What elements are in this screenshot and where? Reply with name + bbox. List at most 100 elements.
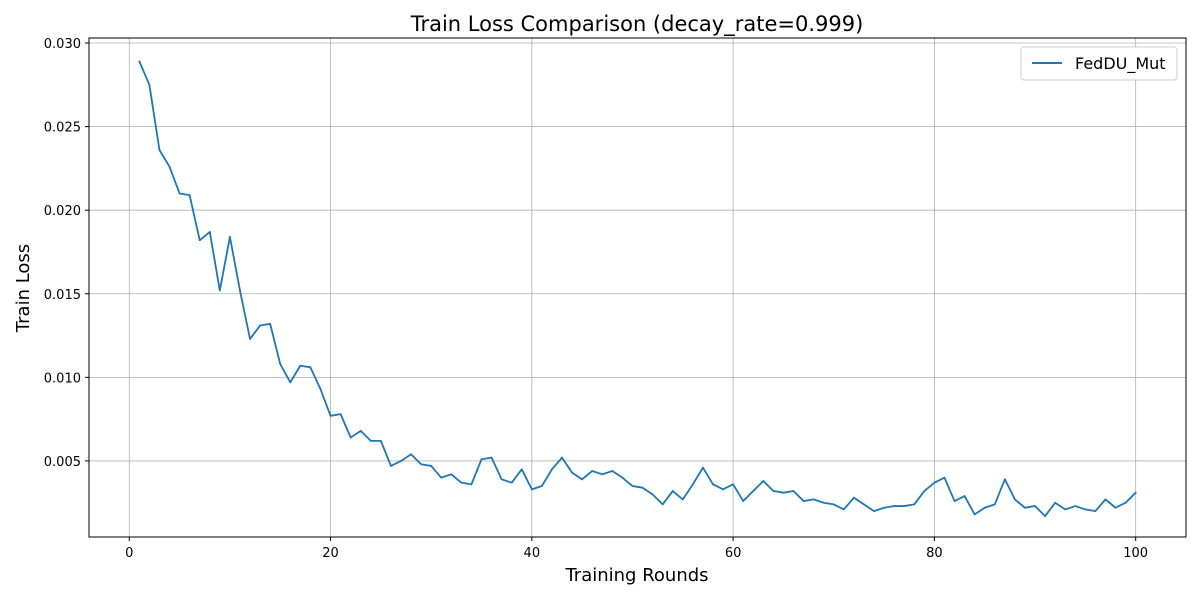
- y-tick-label: 0.015: [44, 288, 81, 303]
- data-point: [883, 506, 885, 509]
- data-point: [430, 465, 433, 467]
- data-point: [218, 289, 221, 292]
- data-point: [379, 439, 382, 442]
- x-tick-label: 20: [322, 546, 339, 561]
- grid-lines: [89, 38, 1186, 537]
- data-point: [993, 503, 996, 506]
- data-point: [1094, 510, 1097, 512]
- data-point: [178, 192, 181, 195]
- series-layer: [138, 60, 1137, 517]
- x-tick-label: 40: [524, 546, 541, 561]
- data-point: [913, 503, 916, 506]
- data-point: [863, 503, 865, 506]
- data-point: [1114, 506, 1117, 509]
- data-point: [1084, 508, 1087, 511]
- x-tick-label: 100: [1123, 546, 1148, 561]
- data-point: [500, 478, 503, 481]
- data-point: [249, 338, 251, 340]
- data-point: [319, 388, 322, 390]
- data-point: [1054, 501, 1057, 504]
- data-point: [410, 453, 412, 456]
- data-point: [712, 483, 714, 486]
- data-point: [953, 500, 956, 502]
- data-point: [762, 480, 765, 482]
- data-point: [1134, 491, 1137, 494]
- x-tick-label: 0: [125, 546, 133, 561]
- data-point: [510, 481, 513, 484]
- data-point: [329, 414, 332, 417]
- data-point: [973, 513, 976, 516]
- data-point: [702, 466, 704, 469]
- data-point: [732, 483, 735, 486]
- data-point: [1003, 478, 1006, 481]
- data-point: [158, 149, 161, 151]
- y-tick-label: 0.005: [44, 455, 81, 470]
- data-point: [1014, 498, 1016, 501]
- data-point: [289, 381, 292, 384]
- data-point: [390, 465, 392, 467]
- data-point: [530, 488, 533, 491]
- data-point: [933, 481, 936, 484]
- data-point: [742, 500, 745, 502]
- data-point: [852, 496, 855, 499]
- legend: FedDU_Mut: [1020, 46, 1178, 81]
- data-point: [299, 364, 302, 367]
- data-point: [1044, 515, 1046, 517]
- data-point: [229, 236, 231, 238]
- plot-area-frame: [88, 37, 1187, 538]
- data-point: [691, 483, 694, 486]
- x-axis-ticks: 0 20 40 60 80 100: [125, 537, 1148, 561]
- data-point: [148, 83, 151, 86]
- data-point: [480, 458, 483, 461]
- data-point: [641, 486, 644, 489]
- data-point: [460, 481, 463, 484]
- data-point: [520, 468, 523, 471]
- data-point: [551, 468, 553, 471]
- data-point: [661, 503, 664, 506]
- data-point: [198, 239, 201, 242]
- data-point: [1064, 508, 1067, 511]
- data-point: [1034, 505, 1036, 507]
- data-point: [138, 60, 141, 63]
- data-point: [893, 505, 896, 507]
- data-point: [1104, 498, 1107, 501]
- data-point: [792, 490, 795, 492]
- x-tick-label: 80: [926, 546, 943, 561]
- data-point: [822, 501, 825, 504]
- data-point: [1074, 505, 1077, 507]
- data-point: [651, 493, 654, 496]
- data-point: [440, 476, 443, 479]
- y-tick-label: 0.010: [44, 371, 81, 386]
- data-point: [963, 495, 966, 497]
- chart-title: Train Loss Comparison (decay_rate=0.999): [410, 12, 864, 37]
- data-point: [239, 289, 241, 292]
- series-line-feddu-mut: [138, 60, 1137, 517]
- data-point: [540, 485, 543, 487]
- data-point: [369, 439, 372, 442]
- data-point: [450, 473, 453, 476]
- data-point: [400, 460, 402, 462]
- data-point: [611, 470, 614, 472]
- data-point: [983, 506, 986, 509]
- legend-label-feddu-mut: FedDU_Mut: [1075, 54, 1166, 74]
- data-point: [842, 508, 845, 511]
- data-point: [752, 490, 755, 492]
- data-point: [561, 456, 563, 459]
- data-point: [943, 476, 946, 479]
- data-point: [420, 463, 423, 466]
- data-point: [581, 478, 584, 481]
- x-tick-label: 60: [725, 546, 742, 561]
- y-tick-label: 0.025: [44, 121, 81, 136]
- data-point: [1024, 506, 1026, 509]
- y-axis-label: Train Loss: [13, 244, 34, 333]
- data-point: [188, 194, 191, 197]
- data-point: [671, 490, 674, 492]
- data-point: [631, 485, 634, 487]
- data-point: [279, 363, 282, 365]
- data-point: [470, 483, 473, 486]
- data-point: [873, 510, 875, 512]
- data-point: [782, 491, 785, 494]
- data-point: [802, 500, 805, 502]
